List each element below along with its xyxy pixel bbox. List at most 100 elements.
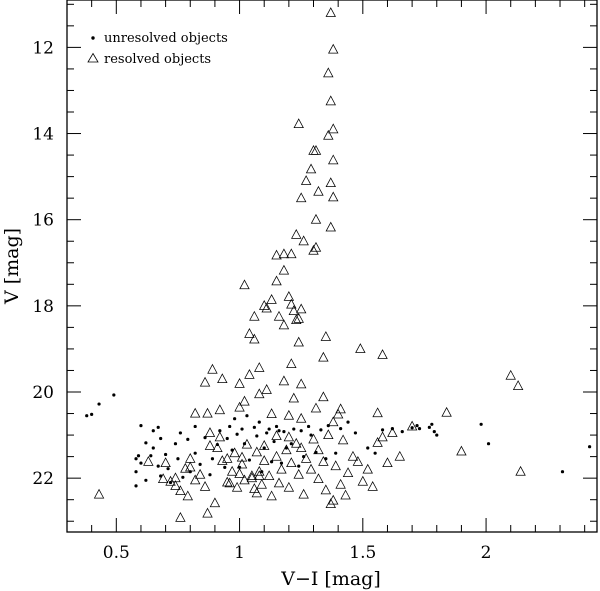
unresolved-point (176, 457, 180, 461)
resolved-point (313, 473, 324, 483)
unresolved-point (267, 427, 271, 431)
resolved-point (456, 445, 467, 456)
resolved-point (295, 303, 307, 314)
resolved-point (266, 294, 277, 304)
resolved-point (310, 402, 322, 413)
resolved-point (335, 403, 346, 414)
resolved-point (251, 446, 263, 457)
unresolved-point (156, 425, 160, 429)
resolved-point (308, 244, 319, 255)
y-axis-label: V [mag] (1, 228, 23, 305)
resolved-point (194, 468, 206, 479)
resolved-point (281, 444, 292, 455)
resolved-point (246, 472, 258, 483)
resolved-point (325, 7, 336, 17)
resolved-point (266, 490, 277, 501)
unresolved-point (479, 422, 483, 426)
resolved-point (328, 494, 339, 505)
resolved-point (318, 391, 329, 402)
unresolved-point (353, 431, 358, 435)
resolved-point (325, 95, 336, 106)
resolved-point (406, 420, 418, 431)
unresolved-point (297, 464, 301, 468)
resolved-point (278, 319, 290, 330)
resolved-point (295, 442, 307, 452)
legend-dot-marker (91, 36, 95, 40)
x-axis-label: V−I [mag] (280, 568, 381, 590)
unresolved-point (144, 441, 148, 445)
resolved-point (263, 470, 275, 480)
resolved-point (342, 467, 354, 477)
resolved-point (239, 395, 250, 406)
resolved-point (441, 406, 452, 417)
resolved-point (377, 349, 388, 359)
unresolved-point (560, 470, 565, 474)
resolved-point (293, 312, 304, 323)
resolved-point (328, 416, 339, 427)
resolved-point (234, 468, 245, 478)
y-tick-label: 12 (32, 38, 54, 58)
resolved-point (515, 465, 526, 476)
resolved-point (320, 484, 332, 495)
resolved-point (291, 314, 302, 325)
resolved-point (288, 305, 300, 315)
unresolved-point (415, 424, 419, 428)
resolved-point (325, 221, 336, 232)
unresolved-point (257, 420, 261, 424)
unresolved-point (240, 427, 244, 431)
unresolved-point (400, 430, 404, 434)
resolved-point (286, 298, 297, 309)
resolved-point (212, 442, 223, 452)
unresolved-point (292, 427, 296, 431)
resolved-point (209, 497, 221, 508)
unresolved-point (309, 433, 313, 437)
unresolved-point (210, 457, 215, 461)
resolved-point (214, 404, 226, 415)
unresolved-point (427, 425, 431, 429)
unresolved-point (430, 422, 434, 426)
unresolved-point (486, 442, 491, 446)
x-tick-label: 1 (234, 543, 245, 563)
unresolved-point (346, 420, 350, 424)
axis-tick-labels: 0.5 1 1.5 2 12 14 16 18 20 22 (32, 38, 491, 563)
unresolved-point (235, 432, 239, 436)
resolved-point (283, 291, 295, 301)
resolved-point (160, 457, 171, 468)
resolved-point (226, 465, 238, 476)
resolved-point (308, 433, 319, 444)
unresolved-point (282, 430, 286, 434)
unresolved-point (417, 427, 422, 431)
resolved-point (217, 455, 228, 465)
resolved-point (295, 192, 307, 203)
y-tick-label: 20 (32, 383, 54, 403)
unresolved-point (151, 446, 155, 450)
resolved-point (170, 480, 181, 490)
resolved-points (93, 7, 526, 522)
unresolved-point (277, 429, 281, 433)
resolved-point (204, 427, 216, 437)
unresolved-point (97, 402, 101, 406)
unresolved-point (225, 436, 229, 441)
unresolved-point (247, 458, 252, 462)
resolved-point (182, 490, 194, 501)
resolved-point (261, 384, 272, 394)
resolved-point (204, 440, 216, 450)
unresolved-point (173, 442, 178, 446)
legend-label-resolved: resolved objects (104, 52, 211, 67)
resolved-point (325, 177, 336, 188)
legend-label-unresolved: unresolved objects (104, 31, 228, 46)
resolved-point (325, 498, 336, 508)
resolved-point (283, 431, 295, 442)
x-tick-label: 1.5 (349, 543, 376, 563)
resolved-point (244, 328, 255, 338)
resolved-point (254, 388, 265, 399)
resolved-point (258, 300, 270, 310)
unresolved-point (134, 457, 138, 461)
resolved-point (234, 401, 245, 412)
unresolved-point (233, 417, 237, 421)
unresolved-points (85, 393, 592, 488)
resolved-point (286, 457, 297, 468)
unresolved-point (588, 445, 592, 449)
resolved-point (254, 465, 265, 476)
legend-triangle-marker (87, 52, 99, 63)
